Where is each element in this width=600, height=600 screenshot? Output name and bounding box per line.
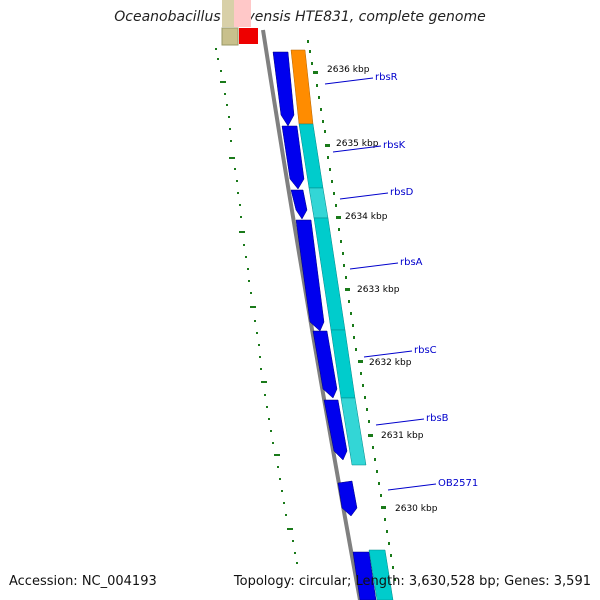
cds-arrow-bottom[interactable] — [352, 551, 377, 600]
tan-feature-top — [222, 0, 234, 27]
cds-arrow-rbsC[interactable] — [312, 330, 338, 399]
tan-feature[interactable] — [221, 27, 239, 46]
gene-label-rbsC[interactable]: rbsC — [414, 345, 437, 356]
gene-label-rbsA[interactable]: rbsA — [400, 257, 423, 268]
cds-arrow-rbsK[interactable] — [281, 125, 305, 190]
cyan-feature-rbsB[interactable] — [340, 397, 367, 466]
cds-arrow-rbsD[interactable] — [290, 189, 308, 220]
genome-stats-text: Topology: circular; Length: 3,630,528 bp… — [233, 574, 591, 589]
kbp-2635: 2635 kbp — [336, 139, 379, 149]
cds-arrow-rbsR[interactable] — [272, 51, 295, 127]
kbp-2633: 2633 kbp — [357, 285, 400, 295]
accession-text: Accession: NC_004193 — [9, 574, 157, 589]
kbp-2630: 2630 kbp — [395, 504, 438, 514]
gene-leader-lines — [324, 77, 437, 491]
kbp-2632: 2632 kbp — [369, 358, 412, 368]
feature-track-secondary — [290, 49, 394, 600]
cds-arrow-rbsA[interactable] — [295, 219, 325, 332]
cds-arrow-rbsB[interactable] — [323, 399, 348, 461]
cyan-feature-rbsD[interactable] — [308, 187, 329, 219]
genome-title: Oceanobacillus iheyensis HTE831, complet… — [114, 9, 486, 25]
cds-track-forward — [272, 51, 377, 600]
gene-label-rbsK[interactable]: rbsK — [383, 140, 406, 151]
cyan-feature-bottom[interactable] — [368, 549, 394, 600]
gene-label-rbsR[interactable]: rbsR — [375, 72, 398, 83]
pink-feature — [229, 0, 251, 27]
red-feature[interactable] — [239, 28, 258, 44]
tick-scale-right — [307, 40, 396, 581]
kbp-labels: 2636 kbp 2635 kbp 2634 kbp 2633 kbp 2632… — [327, 65, 438, 514]
tick-scale-left — [215, 48, 298, 564]
cds-arrow-OB2571[interactable] — [337, 480, 358, 517]
gene-label-rbsB[interactable]: rbsB — [426, 413, 449, 424]
orange-feature[interactable] — [290, 49, 314, 125]
gene-labels: rbsR rbsK rbsD rbsA rbsC rbsB OB2571 — [375, 72, 478, 489]
kbp-2636: 2636 kbp — [327, 65, 370, 75]
kbp-2631: 2631 kbp — [381, 431, 424, 441]
kbp-2634: 2634 kbp — [345, 212, 388, 222]
gene-label-OB2571[interactable]: OB2571 — [438, 478, 478, 489]
gene-label-rbsD[interactable]: rbsD — [390, 187, 414, 198]
